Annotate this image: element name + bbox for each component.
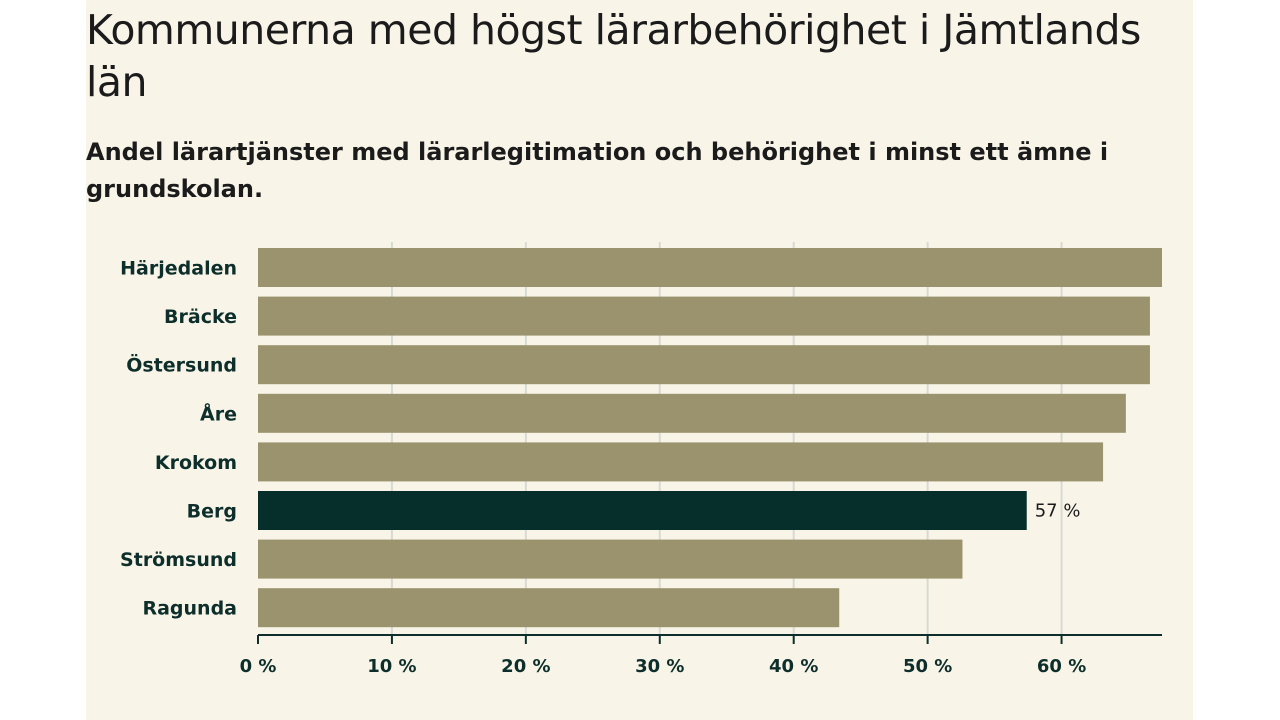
bar-0 [258, 248, 1162, 287]
x-tick-label: 10 % [367, 656, 416, 677]
category-label: Östersund [126, 353, 237, 377]
bar-2 [258, 345, 1150, 385]
bar-1 [258, 296, 1150, 336]
labels: 0 % 10 % 20 % 30 % 40 % 50 % 60 % Härjedalen Brä… [120, 258, 1086, 678]
x-tick-label: 0 % [240, 656, 277, 677]
bars [258, 248, 1162, 628]
category-label: Krokom [155, 452, 237, 474]
category-label: Berg [187, 501, 237, 523]
chart-subtitle: Andel lärartjänster med lärarlegitimatio… [86, 138, 1109, 203]
chart-title: Kommunerna med högst lärarbehörighet i J… [86, 6, 1141, 106]
bar-3 [258, 393, 1126, 433]
category-label: Strömsund [120, 549, 237, 571]
x-tick-label: 40 % [769, 656, 818, 677]
category-label: Bräcke [164, 306, 237, 328]
bar-5 [258, 491, 1027, 530]
bar-7 [258, 588, 840, 628]
x-tick-label: 50 % [903, 656, 952, 677]
x-tick-label: 20 % [501, 656, 550, 677]
x-tick-label: 30 % [635, 656, 684, 677]
category-label: Ragunda [142, 598, 237, 620]
category-label: Åre [200, 401, 237, 425]
bar-6 [258, 539, 963, 579]
x-axis [257, 634, 1162, 644]
data-label: 57 % [1035, 501, 1081, 522]
category-label: Härjedalen [120, 258, 237, 280]
x-tick-label: 60 % [1037, 656, 1086, 677]
bar-4 [258, 442, 1104, 482]
